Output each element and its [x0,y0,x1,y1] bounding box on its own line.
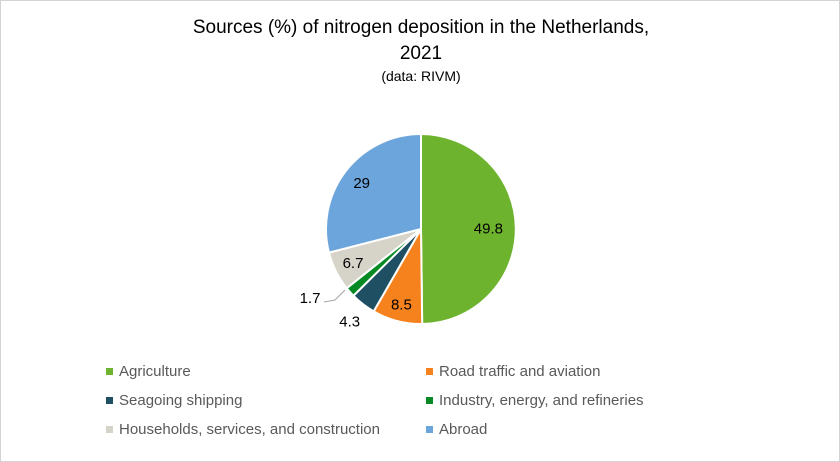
legend-item-seagoing-shipping: Seagoing shipping [106,390,426,410]
data-label-seagoing-shipping: 4.3 [339,314,360,331]
chart-title-line-2: 2021 [399,43,443,64]
legend-swatch-industry-energy-and-refineries [426,396,433,404]
legend-item-road-traffic-and-aviation: Road traffic and aviation [426,361,644,381]
data-label-households-services-and-construction: 6.7 [343,255,364,272]
legend-swatch-abroad [426,425,433,433]
legend-item-abroad: Abroad [426,419,644,439]
legend-swatch-households-services-and-construction [106,425,113,433]
legend-label-agriculture: Agriculture [119,362,191,380]
legend-item-industry-energy-and-refineries: Industry, energy, and refineries [426,390,644,410]
chart-title-line-1: Sources (%) of nitrogen deposition in th… [192,17,650,38]
legend-label-abroad: Abroad [439,420,488,438]
chart-header: Sources (%) of nitrogen deposition in th… [1,15,839,86]
leader-line-industry-energy-and-refineries [323,289,346,303]
data-label-agriculture: 49.8 [474,221,503,238]
chart-subtitle: (data: RIVM) [381,68,461,84]
legend-swatch-agriculture [106,367,113,375]
legend-item-households-services-and-construction: Households, services, and construction [106,419,426,439]
data-label-road-traffic-and-aviation: 8.5 [391,296,412,313]
legend-label-industry-energy-and-refineries: Industry, energy, and refineries [439,391,644,409]
pie-slice-agriculture [420,133,517,325]
legend-item-agriculture: Agriculture [106,361,426,381]
legend-swatch-seagoing-shipping [106,396,113,404]
data-label-abroad: 29 [353,175,370,192]
legend-label-road-traffic-and-aviation: Road traffic and aviation [439,362,601,380]
legend-label-seagoing-shipping: Seagoing shipping [119,391,243,409]
data-label-industry-energy-and-refineries: 1.7 [300,290,321,307]
legend-label-households-services-and-construction: Households, services, and construction [119,420,380,438]
pie-slice-abroad [324,133,422,254]
legend: Agriculture Road traffic and aviation Seag… [106,361,644,439]
legend-swatch-road-traffic-and-aviation [426,367,433,375]
